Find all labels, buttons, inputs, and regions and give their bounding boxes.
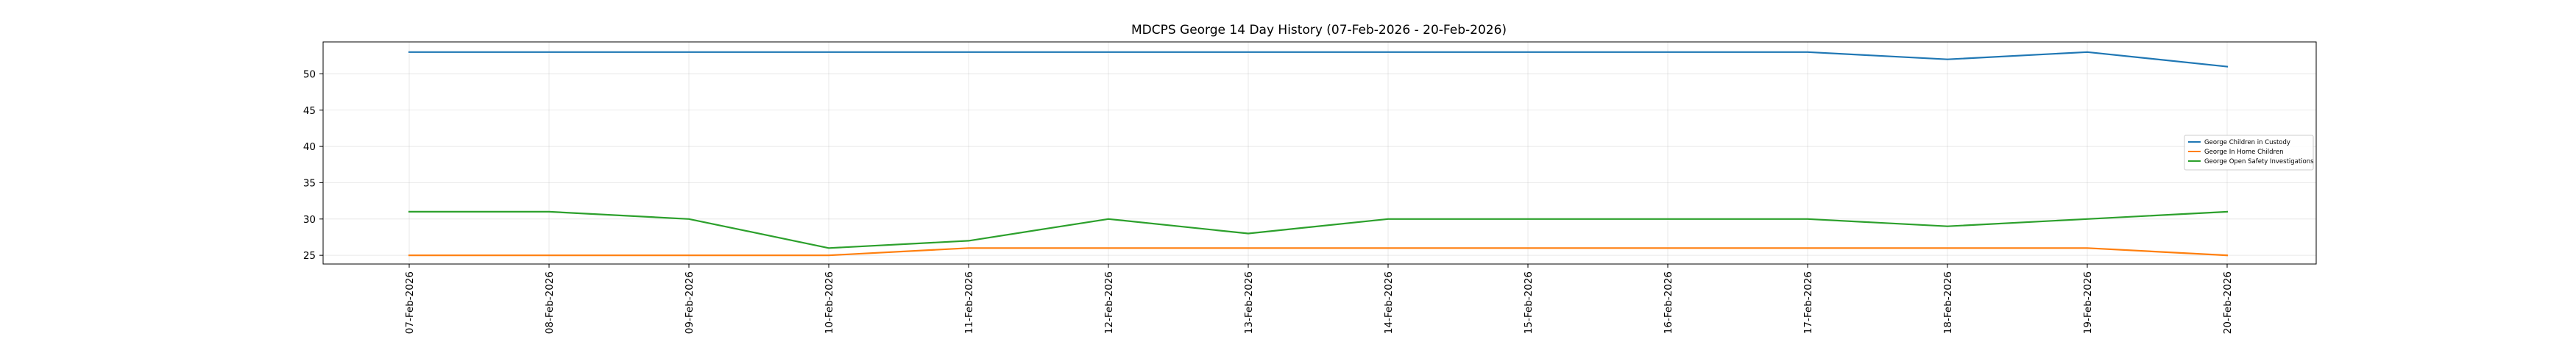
x-tick-label: 15-Feb-2026 [1523, 271, 1535, 334]
y-tick-label: 35 [303, 177, 316, 189]
legend: George Children in Custody George In Home… [2184, 135, 2314, 171]
x-tick-label: 17-Feb-2026 [1802, 271, 1814, 334]
series-line-1 [408, 51, 2229, 68]
x-tick-label: 08-Feb-2026 [544, 271, 556, 334]
grid [323, 42, 2316, 264]
y-tick-label: 45 [303, 105, 316, 117]
x-tick-label: 12-Feb-2026 [1103, 271, 1115, 334]
x-tick-label: 16-Feb-2026 [1663, 271, 1674, 334]
y-tick-label: 50 [303, 68, 316, 80]
x-tick-label: 13-Feb-2026 [1243, 271, 1255, 334]
x-tick-label: 07-Feb-2026 [404, 271, 416, 334]
y-axis: 25 30 35 40 45 50 [303, 68, 323, 262]
y-tick-label: 40 [303, 141, 316, 153]
x-tick-label: 20-Feb-2026 [2222, 271, 2234, 334]
y-tick-label: 25 [303, 250, 316, 262]
x-tick-label: 11-Feb-2026 [963, 271, 975, 334]
legend-label: George In Home Children [2204, 149, 2283, 156]
series-line-2 [408, 247, 2229, 257]
legend-label: George Open Safety Investigations [2204, 158, 2314, 165]
chart-title: MDCPS George 14 Day History (07-Feb-2026… [1131, 23, 1507, 38]
plot-frame [322, 41, 2317, 265]
x-tick-label: 10-Feb-2026 [824, 271, 835, 334]
legend-label: George Children in Custody [2204, 139, 2290, 146]
x-axis: 07-Feb-2026 08-Feb-2026 09-Feb-2026 10-Feb-… [404, 264, 2234, 334]
y-tick-label: 30 [303, 214, 316, 226]
legend-box [2184, 135, 2314, 171]
x-tick-label: 19-Feb-2026 [2082, 271, 2094, 334]
x-tick-label: 18-Feb-2026 [1942, 271, 1954, 334]
series-line-3 [408, 210, 2229, 249]
x-tick-label: 14-Feb-2026 [1383, 271, 1395, 334]
series-lines [408, 51, 2229, 257]
x-tick-label: 09-Feb-2026 [684, 271, 696, 334]
